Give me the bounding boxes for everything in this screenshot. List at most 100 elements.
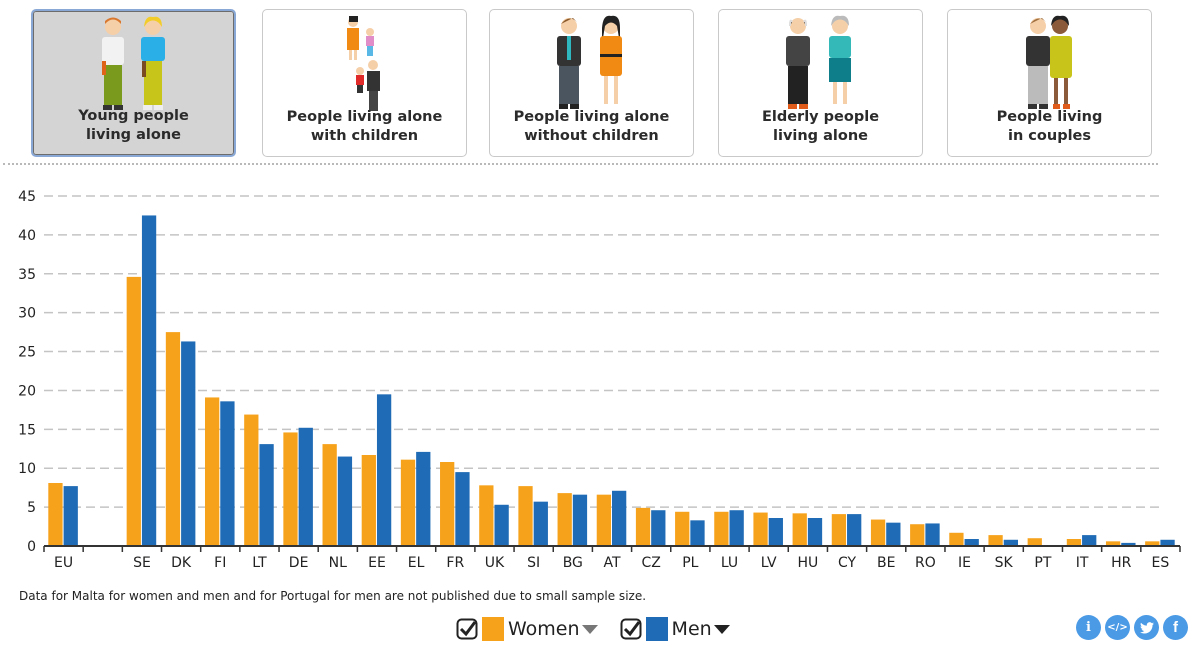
code-icon: </> <box>1107 622 1128 633</box>
x-tick-label: EL <box>408 555 425 571</box>
y-tick-label: 45 <box>18 189 36 205</box>
y-tick-label: 20 <box>18 383 36 399</box>
chart-legend: Women Men <box>456 614 752 644</box>
y-tick-label: 30 <box>18 306 36 322</box>
bar-women-bg[interactable] <box>557 493 572 546</box>
bar-men-ie[interactable] <box>964 539 979 546</box>
category-label: People living in couples <box>996 109 1103 144</box>
x-tick-label: PL <box>682 555 698 571</box>
y-tick-label: 40 <box>18 228 36 244</box>
bar-women-de[interactable] <box>283 432 298 546</box>
bar-women-lv[interactable] <box>753 512 768 546</box>
bar-men-nl[interactable] <box>337 456 353 546</box>
bar-men-hr[interactable] <box>1121 542 1136 546</box>
bar-men-lu[interactable] <box>729 510 744 546</box>
bar-women-lt[interactable] <box>244 414 259 546</box>
legend-label-women: Women <box>508 618 580 640</box>
category-label: Elderly people living alone <box>761 109 880 144</box>
bar-women-fr[interactable] <box>440 462 455 546</box>
bar-women-nl[interactable] <box>322 444 337 546</box>
bar-men-sk[interactable] <box>1003 539 1019 546</box>
bar-women-be[interactable] <box>870 519 886 546</box>
x-tick-label: CY <box>838 555 857 571</box>
bar-women-se[interactable] <box>126 276 141 546</box>
category-elderly-people-alone[interactable]: Elderly people living alone <box>718 9 923 157</box>
bar-women-ee[interactable] <box>361 455 376 546</box>
bar-men-ro[interactable] <box>925 523 940 546</box>
category-label: People living alone without children <box>513 109 670 144</box>
category-people-alone-without-children[interactable]: People living alone without children <box>489 9 694 157</box>
bar-women-at[interactable] <box>596 494 611 546</box>
bar-women-cy[interactable] <box>831 514 847 546</box>
bar-men-es[interactable] <box>1160 539 1175 546</box>
bar-women-pl[interactable] <box>675 511 690 546</box>
bar-men-fr[interactable] <box>455 472 470 546</box>
bar-men-de[interactable] <box>298 427 313 546</box>
bar-men-at[interactable] <box>612 490 627 546</box>
checkbox-checked-icon[interactable] <box>620 618 642 640</box>
twitter-button[interactable] <box>1134 615 1159 640</box>
bar-men-lv[interactable] <box>768 518 783 546</box>
x-tick-label: HU <box>797 555 818 571</box>
bar-women-eu[interactable] <box>48 483 63 546</box>
bar-women-sk[interactable] <box>988 535 1003 546</box>
legend-item-men[interactable]: Men <box>620 617 730 641</box>
bar-women-hr[interactable] <box>1105 541 1121 546</box>
bar-women-uk[interactable] <box>479 485 494 546</box>
bar-men-lt[interactable] <box>259 444 274 546</box>
bar-women-lu[interactable] <box>714 511 729 546</box>
x-tick-label: DE <box>289 555 309 571</box>
info-icon: i <box>1086 620 1091 635</box>
bar-men-bg[interactable] <box>572 494 588 546</box>
checkbox-checked-icon[interactable] <box>456 618 478 640</box>
bar-men-fi[interactable] <box>220 401 235 546</box>
x-tick-label: BG <box>563 555 583 571</box>
twitter-icon <box>1139 621 1154 633</box>
bar-men-pl[interactable] <box>690 520 705 546</box>
bar-men-dk[interactable] <box>181 341 196 546</box>
facebook-icon: f <box>1173 619 1178 636</box>
bar-women-ro[interactable] <box>910 524 925 546</box>
bar-men-hu[interactable] <box>807 518 823 546</box>
category-young-people-living-alone[interactable]: Young people living alone <box>31 9 236 157</box>
sort-caret-down-icon[interactable] <box>713 624 730 634</box>
couple-figures-icon <box>1025 15 1072 109</box>
bar-men-be[interactable] <box>886 522 901 546</box>
bar-women-it[interactable] <box>1066 539 1082 546</box>
category-people-alone-with-children[interactable]: People living alone with children <box>262 9 467 157</box>
bar-men-el[interactable] <box>416 451 431 546</box>
bar-women-es[interactable] <box>1145 541 1160 546</box>
bar-women-si[interactable] <box>518 486 533 546</box>
bar-men-uk[interactable] <box>494 504 509 546</box>
section-divider <box>3 163 1158 165</box>
x-tick-label: EU <box>54 555 73 571</box>
x-tick-label: PT <box>1034 555 1051 571</box>
legend-item-women[interactable]: Women <box>456 617 598 641</box>
y-tick-label: 25 <box>18 345 36 361</box>
bar-women-fi[interactable] <box>204 397 220 546</box>
bar-men-eu[interactable] <box>63 486 78 546</box>
bar-men-cz[interactable] <box>651 510 666 546</box>
bar-women-el[interactable] <box>400 459 416 546</box>
y-tick-label: 15 <box>18 422 36 438</box>
facebook-button[interactable]: f <box>1163 615 1188 640</box>
bar-women-pt[interactable] <box>1027 538 1042 546</box>
bar-men-se[interactable] <box>141 215 157 546</box>
bar-women-ie[interactable] <box>949 532 964 546</box>
bar-women-hu[interactable] <box>792 513 807 546</box>
bar-chart: 0 5 10 15 20 25 30 35 40 45 EU SE DK FI LT DE NL EE EL FR U… <box>18 189 1181 571</box>
bar-men-ee[interactable] <box>376 394 392 546</box>
embed-button[interactable]: </> <box>1105 615 1130 640</box>
bar-men-it[interactable] <box>1082 535 1097 546</box>
bar-men-cy[interactable] <box>847 514 862 546</box>
sort-caret-down-icon[interactable] <box>581 624 598 634</box>
x-tick-label: LU <box>721 555 738 571</box>
young-couple-figures-icon <box>101 16 165 110</box>
category-people-in-couples[interactable]: People living in couples <box>947 9 1152 157</box>
info-button[interactable]: i <box>1076 615 1101 640</box>
share-toolbar: i </> f <box>1076 615 1192 640</box>
women-color-swatch <box>482 617 504 641</box>
bar-women-dk[interactable] <box>165 332 181 546</box>
bar-men-si[interactable] <box>533 501 548 546</box>
bar-women-cz[interactable] <box>635 507 651 546</box>
